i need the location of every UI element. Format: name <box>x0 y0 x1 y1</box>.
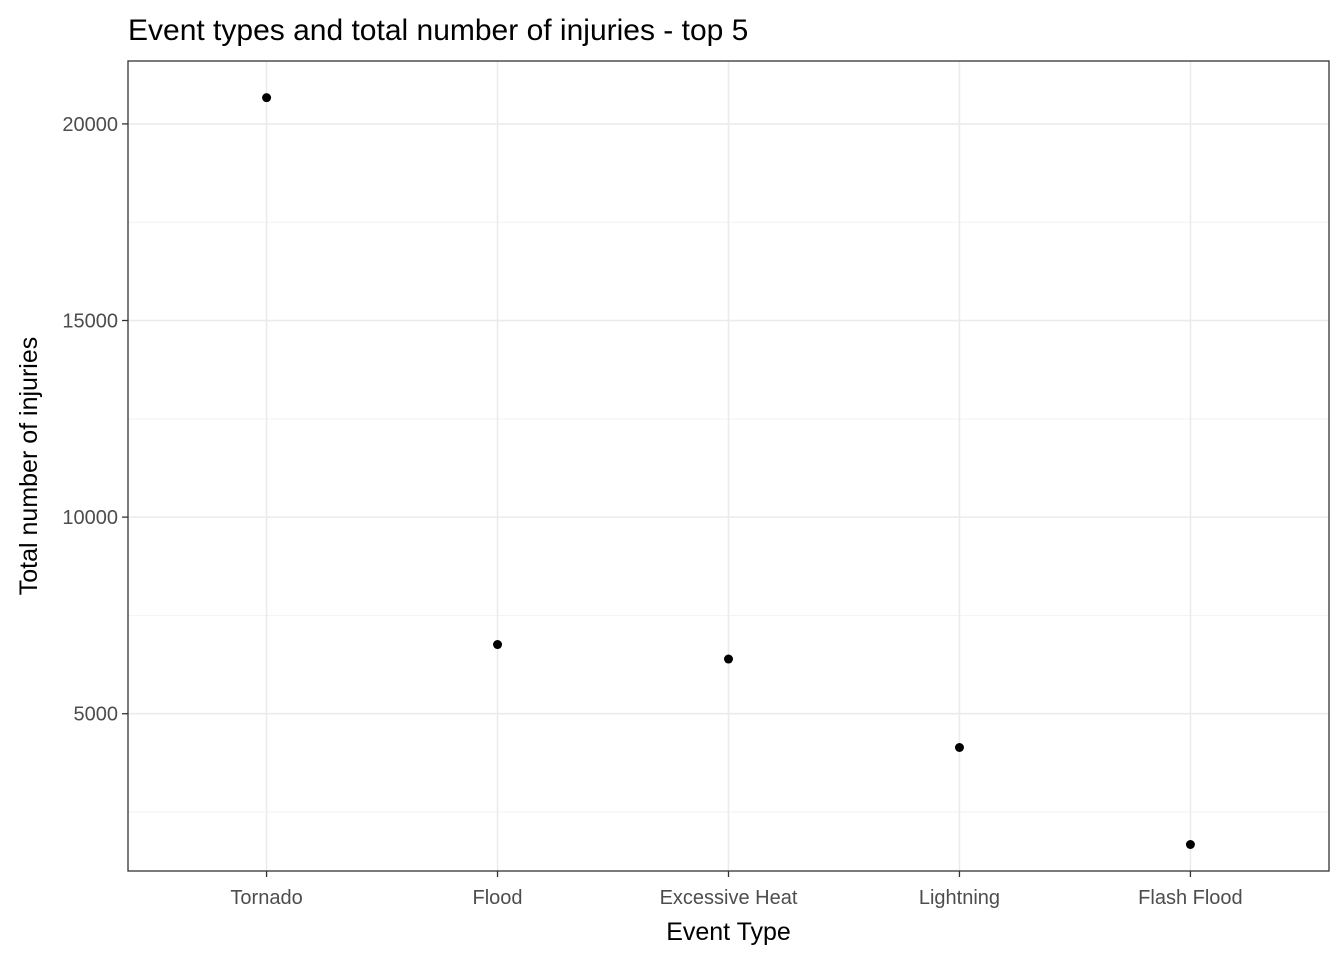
y-axis-title: Total number of injuries <box>15 337 43 595</box>
data-point <box>262 93 272 103</box>
x-tick-label: Tornado <box>230 887 302 909</box>
x-tick-label: Excessive Heat <box>660 887 798 909</box>
x-axis-title: Event Type <box>666 918 791 946</box>
data-point <box>493 640 503 650</box>
tick-labels: 5000 10000 15000 20000 Tornado Flood Excessive… <box>62 114 1242 909</box>
y-tick-label: 5000 <box>74 704 119 726</box>
x-tick-label: Flash Flood <box>1138 887 1243 909</box>
y-tick-label: 15000 <box>62 311 118 333</box>
y-tick-label: 20000 <box>62 114 118 136</box>
x-tick-label: Flood <box>473 887 523 909</box>
data-points <box>262 93 1195 849</box>
y-tick-label: 10000 <box>62 507 118 529</box>
x-tick-label: Lightning <box>919 887 1000 909</box>
data-point <box>1185 839 1195 849</box>
chart-title: Event types and total number of injuries… <box>128 14 748 47</box>
data-point <box>724 654 733 664</box>
gridlines <box>128 61 1329 871</box>
data-point <box>954 742 964 752</box>
axis-ticks <box>122 123 1192 877</box>
